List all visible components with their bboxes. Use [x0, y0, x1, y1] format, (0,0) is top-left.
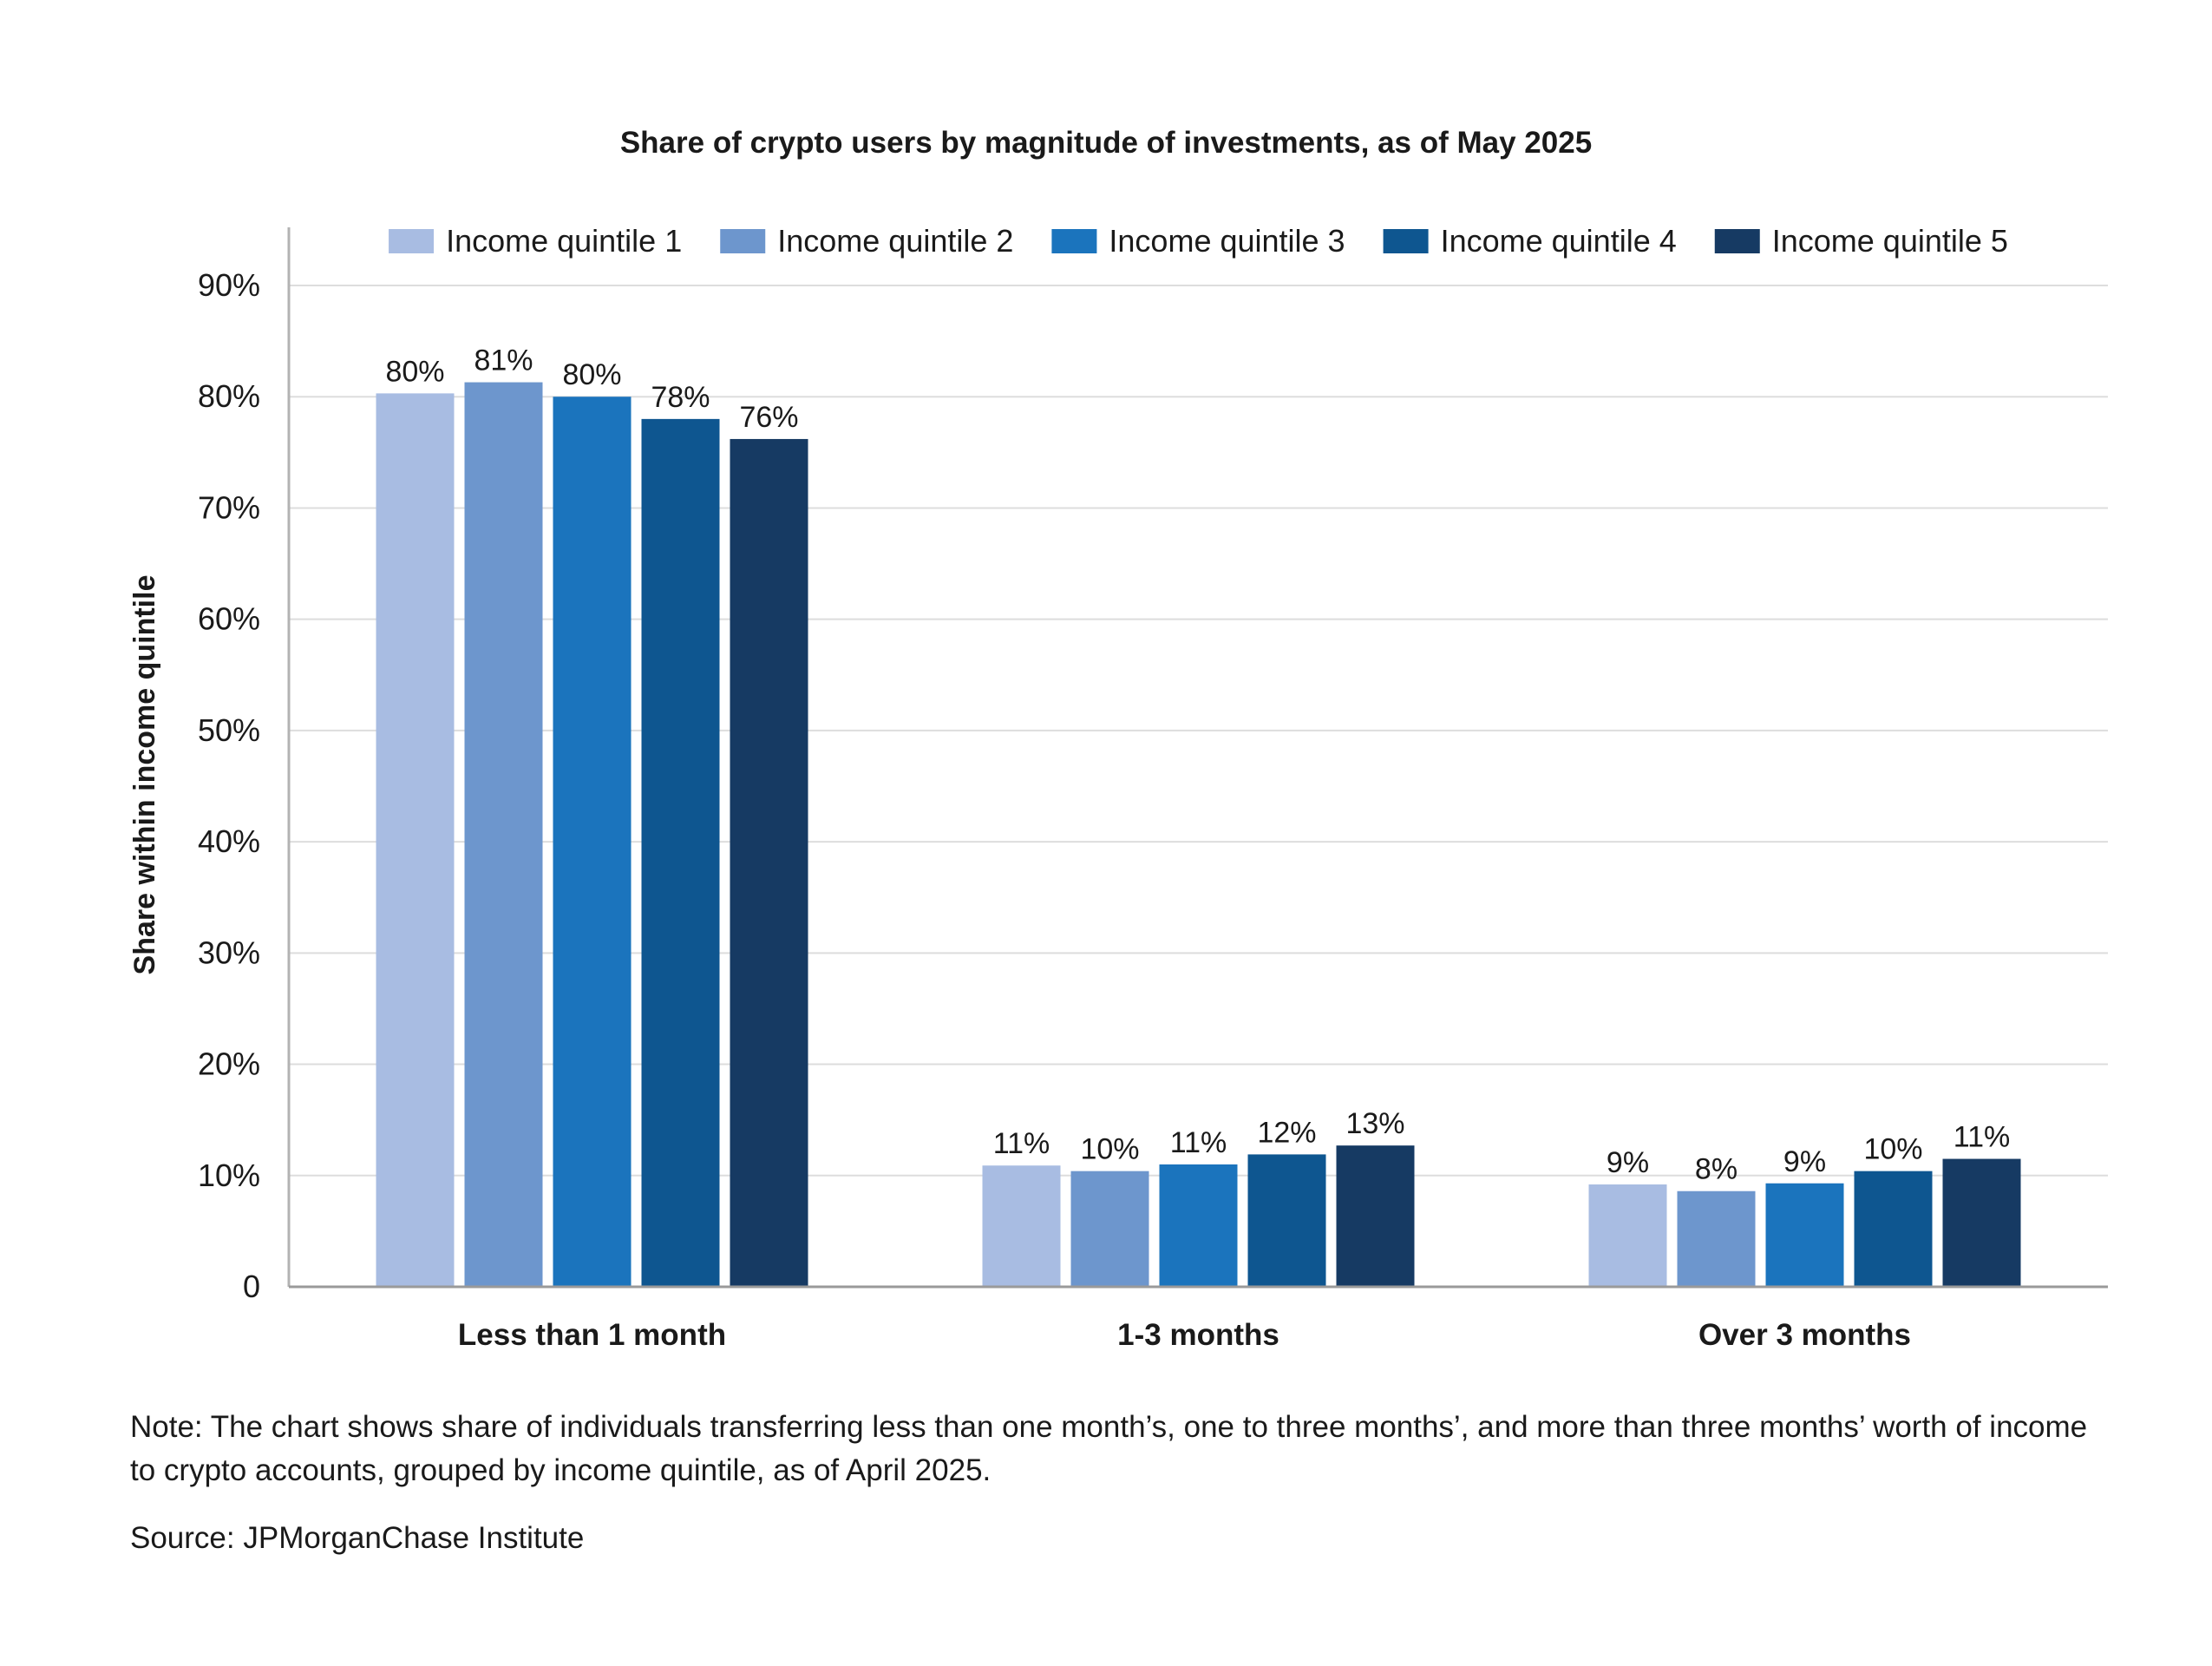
y-tick-label: 10%: [198, 1158, 260, 1193]
legend-label: Income quintile 5: [1772, 223, 2008, 259]
x-tick-label: Less than 1 month: [458, 1318, 726, 1352]
bar: [1588, 1184, 1667, 1287]
data-label: 9%: [1783, 1145, 1826, 1178]
y-tick-label: 70%: [198, 489, 260, 525]
chart-source: Source: JPMorganChase Institute: [130, 1521, 585, 1555]
data-label: 11%: [993, 1127, 1050, 1160]
y-axis-label: Share within income quintile: [128, 575, 161, 975]
x-tick-label: Over 3 months: [1698, 1318, 1911, 1352]
legend-swatch: [1383, 229, 1429, 253]
y-tick-label: 80%: [198, 378, 260, 414]
data-label: 78%: [651, 381, 710, 414]
data-label: 10%: [1863, 1133, 1922, 1166]
y-tick-labels: 0 10% 20% 30% 40% 50% 60% 70% 80% 90%: [198, 267, 260, 1304]
bar: [982, 1165, 1061, 1287]
chart-note: Note: The chart shows share of individua…: [130, 1410, 2088, 1487]
y-tick-label: 0: [243, 1269, 260, 1304]
data-labels: 80% 81% 80% 78% 76% 11% 10% 11% 12% 13% 9% 8% 9% 10% 1…: [385, 344, 2010, 1186]
legend-swatch: [1051, 229, 1097, 253]
data-label: 11%: [1953, 1121, 2011, 1154]
bar: [1677, 1190, 1756, 1287]
x-tick-label: 1-3 months: [1117, 1318, 1279, 1352]
bar: [1247, 1154, 1326, 1287]
data-label: 80%: [562, 358, 621, 391]
legend: Income quintile 1 Income quintile 2 Income…: [389, 223, 2008, 259]
y-tick-label: 20%: [198, 1046, 260, 1082]
bar: [730, 438, 808, 1287]
bar: [464, 382, 543, 1287]
bars: [376, 382, 2021, 1288]
data-label: 81%: [474, 344, 533, 377]
x-tick-labels: Less than 1 month 1-3 months Over 3 months: [458, 1318, 1911, 1352]
y-tick-label: 30%: [198, 935, 260, 970]
bar: [1070, 1171, 1149, 1287]
bar: [376, 393, 455, 1288]
bar: [1765, 1183, 1844, 1287]
y-tick-label: 40%: [198, 823, 260, 859]
data-label: 13%: [1345, 1107, 1404, 1140]
bar: [553, 397, 632, 1288]
legend-label: Income quintile 4: [1441, 223, 1677, 259]
chart-title: Share of crypto users by magnitude of in…: [620, 126, 1592, 160]
data-label: 76%: [739, 401, 798, 434]
bar: [1336, 1145, 1415, 1287]
data-label: 10%: [1080, 1133, 1139, 1166]
bar: [641, 418, 720, 1287]
data-label: 11%: [1170, 1126, 1227, 1159]
legend-label: Income quintile 2: [777, 223, 1013, 259]
legend-label: Income quintile 3: [1109, 223, 1345, 259]
y-tick-label: 50%: [198, 712, 260, 748]
bar: [1942, 1158, 2021, 1287]
data-label: 9%: [1607, 1146, 1649, 1179]
legend-swatch: [389, 229, 435, 253]
legend-label: Income quintile 1: [446, 223, 682, 259]
y-tick-label: 60%: [198, 601, 260, 637]
data-label: 12%: [1257, 1116, 1316, 1149]
data-label: 8%: [1695, 1153, 1738, 1186]
bar: [1159, 1164, 1238, 1287]
legend-swatch: [720, 229, 766, 253]
bar: [1854, 1171, 1933, 1287]
y-tick-label: 90%: [198, 267, 260, 303]
legend-swatch: [1714, 229, 1760, 253]
bar-chart: Share of crypto users by magnitude of in…: [128, 126, 2108, 1352]
data-label: 80%: [385, 355, 444, 388]
